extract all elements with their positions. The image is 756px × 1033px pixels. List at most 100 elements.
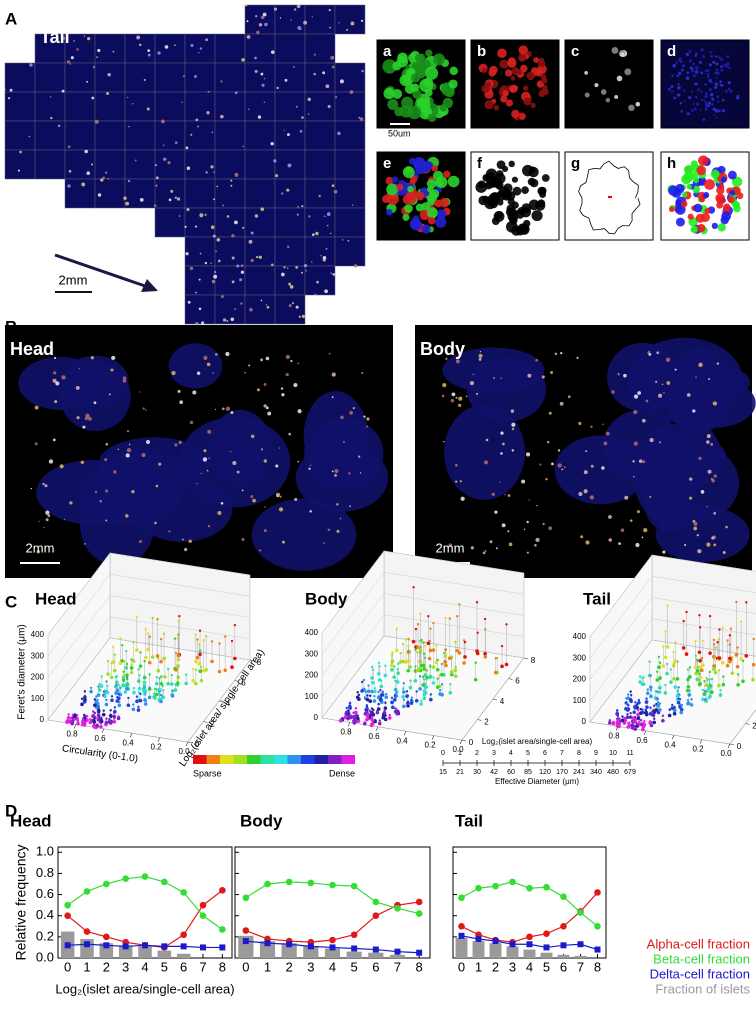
islet-dot	[91, 96, 95, 100]
top-point	[106, 684, 109, 688]
islet-dot	[361, 372, 364, 374]
x-tick-label: 7	[577, 959, 584, 974]
chart-title: Body	[240, 811, 283, 830]
x-tick-label: 0.6	[368, 732, 380, 741]
marker	[416, 949, 423, 956]
z-tick-label: 400	[305, 628, 319, 637]
islet-dot	[479, 351, 482, 353]
islet-dot	[330, 232, 332, 234]
floor-point	[378, 697, 383, 702]
cell-dot	[710, 102, 714, 106]
islet-dot	[236, 470, 240, 474]
floor-point	[105, 690, 110, 695]
islet-dot	[458, 403, 462, 407]
islet-dot	[204, 213, 207, 216]
floor-point	[646, 691, 650, 696]
islet-dot	[510, 409, 515, 413]
image-tile	[34, 120, 66, 151]
islet-dot	[294, 497, 298, 502]
islet-dot	[122, 376, 127, 380]
y-tick-label: 0.2	[36, 928, 54, 943]
cell-dot	[700, 90, 703, 93]
top-point	[93, 698, 97, 701]
z-axis-label: Feret's diameter (μm)	[17, 624, 28, 719]
cell-dot	[723, 203, 731, 211]
top-point	[385, 692, 388, 696]
bottom-tick-label: 340	[590, 769, 602, 776]
image-tile	[334, 207, 366, 238]
islet-dot	[458, 396, 463, 401]
islet-dot	[230, 179, 233, 182]
islet-dot	[96, 56, 98, 58]
floor-point	[99, 725, 103, 729]
arrow-head	[141, 279, 158, 292]
top-point	[83, 690, 87, 693]
islet-dot	[260, 299, 263, 302]
floor-point	[383, 673, 388, 678]
top-point	[656, 670, 659, 673]
floor-point	[138, 664, 143, 668]
top-point	[139, 692, 142, 696]
islet-dot	[225, 406, 231, 411]
floor-point	[97, 688, 102, 692]
islet-dot	[138, 391, 141, 393]
top-point	[414, 627, 418, 631]
islet-dot	[276, 495, 279, 498]
islet-dot	[108, 393, 111, 396]
top-point	[96, 698, 99, 702]
tick-mark	[218, 700, 224, 703]
image-tile	[4, 91, 36, 122]
islet-dot	[105, 519, 108, 522]
islet-dot	[346, 28, 349, 31]
tick-mark	[431, 735, 435, 740]
floor-point	[379, 684, 384, 689]
top-point	[109, 715, 113, 719]
floor-point	[115, 699, 120, 703]
bottom-tick-label: 480	[607, 769, 619, 776]
bar	[259, 941, 276, 958]
islet-dot	[230, 184, 233, 187]
x-tick-label: 1	[83, 959, 90, 974]
islet-dot	[655, 380, 658, 384]
floor-point	[422, 667, 426, 671]
floor-point	[124, 666, 129, 670]
cell-dot	[677, 86, 681, 90]
cell-dot	[394, 106, 404, 117]
marker	[475, 884, 482, 892]
top-point	[717, 669, 721, 672]
islet-dot	[633, 394, 639, 399]
islet-dot	[220, 80, 223, 83]
marker	[329, 881, 336, 889]
islet-dot	[341, 239, 344, 241]
top-point	[401, 642, 405, 646]
top-point	[143, 659, 146, 663]
islet-dot	[188, 539, 192, 544]
top-point	[80, 697, 84, 701]
islet-dot	[258, 23, 263, 27]
islet-dot	[197, 125, 199, 128]
cell-dot	[687, 213, 694, 220]
cell-dot	[675, 183, 685, 194]
cell-dot	[697, 88, 700, 92]
cell-dot	[484, 100, 494, 110]
floor-point	[713, 670, 718, 675]
islet-dot	[207, 525, 210, 528]
top-point	[158, 692, 161, 695]
image-tile	[274, 294, 306, 325]
floor-point	[135, 648, 139, 652]
top-point	[701, 688, 705, 692]
islet-dot	[240, 264, 244, 267]
floor-point	[657, 690, 662, 695]
grid-line	[589, 575, 756, 659]
top-point	[384, 714, 387, 717]
top-point	[636, 709, 640, 712]
cell-dot	[675, 199, 683, 207]
islet-dot	[158, 462, 162, 466]
floor-point	[473, 677, 478, 682]
tissue-lobe	[554, 435, 647, 505]
top-point	[354, 707, 358, 710]
islet-dot	[194, 291, 197, 294]
floor-point	[751, 678, 755, 682]
top-point	[378, 719, 381, 722]
floor-point	[82, 723, 87, 727]
